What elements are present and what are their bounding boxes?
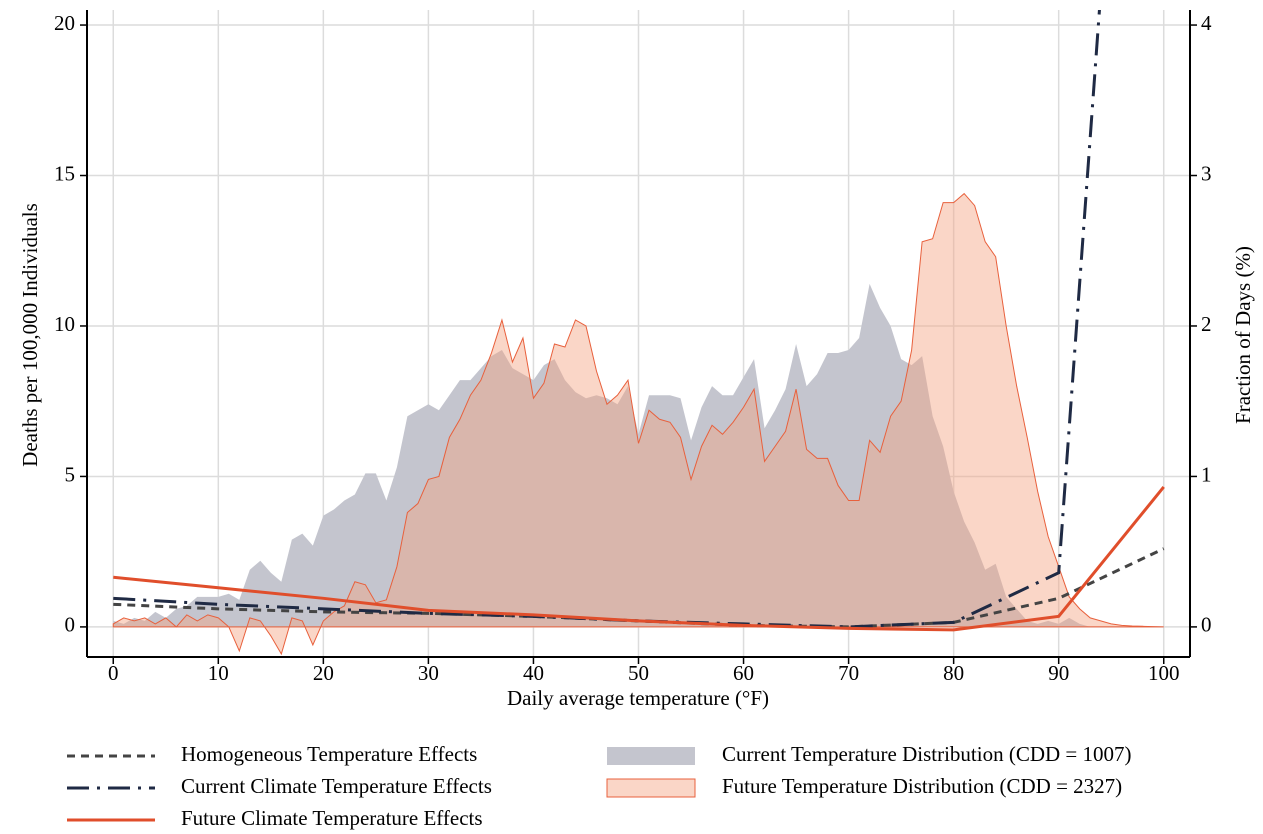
x-axis-label: Daily average temperature (°F) (507, 686, 769, 710)
x-tick-label: 30 (418, 661, 439, 685)
legend-swatch (607, 747, 695, 765)
x-tick-label: 90 (1048, 661, 1069, 685)
legend-label: Future Climate Temperature Effects (181, 806, 483, 830)
area (112, 192, 1164, 656)
y-tick-label: 0 (65, 613, 76, 637)
x-tick-label: 0 (108, 661, 119, 685)
legend-label: Current Climate Temperature Effects (181, 774, 492, 798)
x-tick-label: 100 (1148, 661, 1180, 685)
axes: 0 10 20 30 40 50 60 70 80 90 100 0 5 10 15 20 0 1 2 3 4 (54, 10, 1212, 685)
legend: Current Temperature Distribution (CDD = … (67, 742, 1132, 830)
y-tick-label: 20 (54, 11, 75, 35)
x-tick-label: 40 (523, 661, 544, 685)
x-tick-label: 60 (733, 661, 754, 685)
area (113, 283, 1164, 627)
y2-tick-label: 1 (1201, 462, 1212, 486)
y2-tick-label: 4 (1201, 11, 1212, 35)
legend-label: Homogeneous Temperature Effects (181, 742, 477, 766)
areas (112, 192, 1164, 656)
line (113, 10, 1101, 629)
lines (113, 10, 1165, 632)
y2-axis-label: Fraction of Days (%) (1231, 246, 1255, 424)
line (113, 486, 1165, 632)
x-tick-label: 50 (628, 661, 649, 685)
y-tick-label: 10 (54, 312, 75, 336)
y-tick-label: 5 (65, 462, 76, 486)
x-tick-label: 70 (838, 661, 859, 685)
y-tick-label: 15 (54, 161, 75, 185)
x-tick-label: 20 (313, 661, 334, 685)
x-tick-label: 80 (943, 661, 964, 685)
legend-label: Current Temperature Distribution (CDD = … (722, 742, 1132, 766)
y2-tick-label: 3 (1201, 161, 1212, 185)
y2-tick-label: 0 (1201, 613, 1212, 637)
legend-swatch (606, 778, 696, 798)
y2-tick-label: 2 (1201, 312, 1212, 336)
x-tick-label: 10 (208, 661, 229, 685)
y-axis-label: Deaths per 100,000 Individuals (18, 203, 42, 467)
legend-label: Future Temperature Distribution (CDD = 2… (722, 774, 1122, 798)
